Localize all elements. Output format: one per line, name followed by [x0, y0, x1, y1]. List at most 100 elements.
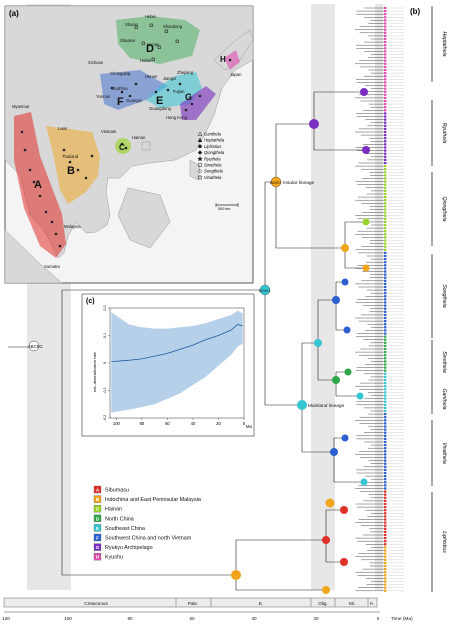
tip-area-marker [384, 375, 387, 378]
tip-area-marker [384, 533, 387, 537]
lineage-labels: Insular lineage Mainland lineage [283, 180, 345, 409]
ltt-x-tick-label: 20 [216, 421, 221, 426]
tip-area-marker [384, 382, 387, 385]
tip-area-marker [384, 397, 387, 400]
tip-area-marker [384, 490, 387, 493]
tip-area-marker [384, 75, 387, 78]
tip-area-marker [384, 106, 387, 109]
tip-area-marker [384, 192, 387, 196]
tip-area-marker [384, 515, 387, 518]
genus-label: Qiongthela [204, 150, 225, 155]
tip-area-marker [384, 50, 387, 53]
ltt-y-tick-label: -0.2 [103, 415, 107, 422]
tip-area-marker [384, 413, 387, 416]
tip-area-marker [384, 146, 387, 149]
ltt-x-tick-label: 100 [113, 421, 121, 426]
tip-area-marker [384, 301, 387, 304]
legend-swatch [93, 514, 102, 522]
tip-area-marker [384, 223, 387, 227]
branch-sinothela [317, 343, 336, 381]
tip-area-marker [384, 158, 387, 161]
mainland-lineage-label: Mainland lineage [308, 403, 345, 409]
borneo-landmass [117, 187, 171, 249]
genus-legend: GanthelaHeptathelaLiphistiusQiongthelaRy… [197, 131, 225, 181]
place-label: Yunnan [96, 94, 111, 99]
node-pies: ABCEG BCEG BCEG [28, 88, 370, 594]
tip-area-marker [384, 313, 387, 316]
tip-area-marker [384, 202, 387, 205]
legend-swatch [93, 543, 102, 551]
tip-area-marker [384, 471, 387, 475]
sumatra-landmass [4, 229, 63, 284]
legend-label: North China [105, 516, 134, 522]
tip-area-marker [384, 289, 387, 292]
tip-ladder [355, 6, 404, 592]
tip-area-marker [384, 347, 387, 351]
tip-area-marker [384, 205, 387, 208]
tip-area-marker [384, 558, 387, 561]
tip-area-marker [384, 493, 387, 496]
branch-ryuthela [313, 124, 366, 151]
genus-label: Sinothela [204, 163, 222, 168]
genus-label: Heptathela [204, 138, 225, 143]
tip-area-marker [384, 248, 387, 251]
tip-area-marker [384, 555, 387, 558]
place-label: Guizhou [112, 86, 128, 91]
tip-area-marker [384, 149, 387, 152]
tip-area-marker [384, 583, 387, 586]
tip-area-marker [384, 267, 387, 270]
tip-area-marker [384, 295, 387, 298]
tip-area-marker [384, 465, 387, 468]
tip-area-marker [384, 81, 387, 84]
tip-area-marker [384, 406, 387, 409]
tip-area-marker [384, 186, 387, 189]
tip-area-marker [384, 437, 387, 440]
tip-area-marker [384, 357, 387, 360]
ltt-xlabel: Ma [246, 424, 252, 429]
tip-area-marker [384, 47, 387, 50]
legend-label: Kyushu [105, 555, 123, 561]
branch-insular [264, 181, 276, 290]
tip-area-marker [384, 425, 387, 428]
tip-area-marker [384, 363, 387, 366]
genus-label: Songthela [204, 169, 224, 174]
region-letter: D [146, 43, 154, 55]
tip-area-marker [384, 335, 387, 338]
genus-label: Ganthela [204, 132, 222, 137]
region-letter: B [67, 165, 75, 177]
tip-area-marker [384, 171, 387, 174]
tip-area-marker [384, 65, 387, 68]
tip-area-marker [384, 143, 387, 146]
tip-area-marker [384, 400, 387, 403]
philippines-landmass [189, 159, 201, 181]
tip-area-marker [384, 403, 387, 406]
genus-label: Vinathela [204, 175, 222, 180]
tip-area-marker [384, 571, 387, 574]
legend-label: Hainan [105, 507, 122, 513]
period-label: Pale. [188, 601, 198, 606]
tip-area-marker [384, 478, 387, 481]
time-axis-label: Time (Ma) [391, 616, 413, 622]
tip-area-marker [384, 580, 387, 583]
tip-area-marker [384, 109, 387, 112]
legend-code: B [96, 497, 100, 502]
tip-area-marker [384, 276, 387, 279]
hainan-landmass [141, 141, 151, 151]
region-b-indochina [46, 126, 100, 204]
tip-area-marker [384, 285, 387, 289]
legend-swatch [93, 553, 102, 561]
place-label: Hainan [132, 135, 146, 140]
tip-area-marker [384, 524, 387, 527]
ltt-y-tick-label: 0.1 [103, 333, 107, 338]
tip-area-marker [384, 93, 387, 96]
japan-landmass [213, 29, 254, 71]
tip-area-marker [384, 196, 387, 199]
legend-code: G [96, 545, 100, 550]
tip-area-marker [384, 444, 387, 447]
tip-area-marker [384, 552, 387, 555]
genus-label: Ryuthela [204, 156, 221, 161]
tip-area-marker [384, 527, 387, 530]
tip-area-marker [384, 118, 387, 121]
tip-area-marker [384, 512, 387, 515]
genus-symbol-icon [197, 174, 203, 181]
